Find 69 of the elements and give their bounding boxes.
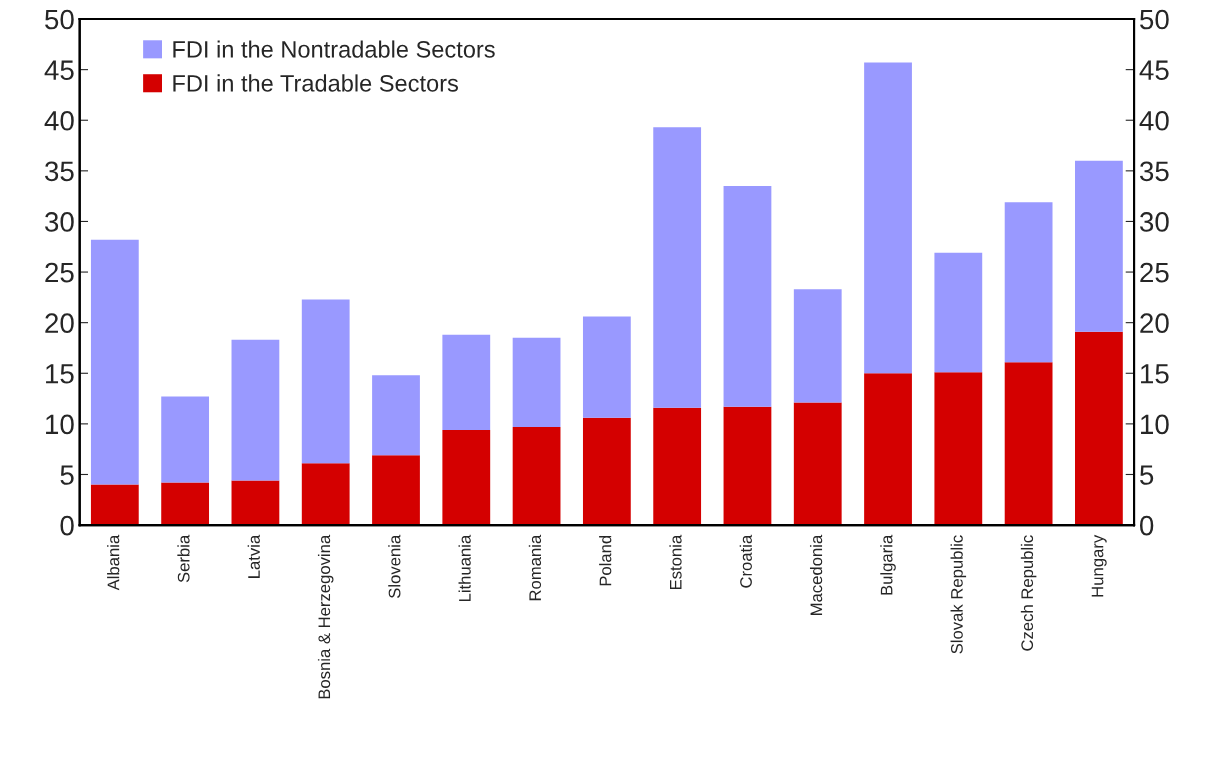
y-tick-label: 45 <box>44 60 74 80</box>
bar <box>582 417 631 526</box>
y2-tick-label: 35 <box>1139 161 1169 182</box>
bar <box>372 455 420 526</box>
y-tick-label: 5 <box>60 465 74 485</box>
y-tick-label: 35 <box>44 161 74 182</box>
bar <box>231 480 280 526</box>
bar <box>1004 202 1053 363</box>
y2-tick-label: 30 <box>1139 212 1169 232</box>
x-tick-label: Estonia <box>669 534 682 590</box>
y-tick-label: 15 <box>46 364 74 384</box>
y-tick-label: 20 <box>45 313 74 333</box>
legend-label: FDI in the Tradable Sectors <box>173 74 458 92</box>
bar <box>1075 160 1123 332</box>
x-tick-label: Slovenia <box>388 534 401 598</box>
y-tick-label: 30 <box>44 212 74 232</box>
y2-tick-label: 40 <box>1139 110 1169 131</box>
x-tick-label: Lithuania <box>458 534 471 602</box>
bar <box>161 482 210 526</box>
x-tick-label: Hungary <box>1091 534 1107 597</box>
y-tick-label: 50 <box>45 9 74 30</box>
x-tick-label: Slovak Republic <box>950 535 967 654</box>
bar <box>864 62 912 374</box>
y2-tick-label: 45 <box>1139 60 1169 80</box>
y-tick-label: 0 <box>60 515 74 536</box>
y2-tick-label: 15 <box>1141 364 1169 384</box>
bar <box>1004 362 1053 526</box>
x-tick-label: Serbia <box>177 534 190 583</box>
x-tick-label: Poland <box>599 535 612 586</box>
bar <box>372 375 420 456</box>
x-tick-label: Albania <box>107 534 120 591</box>
bar <box>864 373 912 526</box>
bar <box>653 127 702 408</box>
bar <box>512 337 561 427</box>
y-tick-label: 25 <box>45 262 74 283</box>
bar <box>934 372 983 526</box>
y2-tick-label: 50 <box>1140 9 1169 30</box>
bar <box>161 396 210 483</box>
bar <box>231 339 280 481</box>
bar <box>934 252 983 373</box>
bar <box>301 299 350 464</box>
bar <box>301 463 350 526</box>
x-tick-label: Macedonia <box>809 534 823 615</box>
y2-tick-label: 0 <box>1140 515 1154 536</box>
bar <box>723 406 772 526</box>
legend-label: FDI in the Nontradable Sectors <box>173 40 495 58</box>
x-tick-label: Croatia <box>739 534 752 588</box>
x-tick-label: Romania <box>528 534 542 601</box>
bar <box>1075 331 1123 526</box>
y2-tick-label: 5 <box>1140 465 1154 485</box>
bar <box>723 186 772 407</box>
bar <box>442 334 491 430</box>
x-tick-label: Bulgaria <box>880 534 896 595</box>
bar <box>793 289 842 403</box>
bar <box>653 407 702 526</box>
x-tick-label: Latvia <box>247 534 260 578</box>
y-tick-label: 10 <box>46 414 74 435</box>
y2-tick-label: 25 <box>1140 262 1169 283</box>
bar <box>512 426 561 526</box>
y2-tick-label: 20 <box>1140 313 1169 333</box>
x-tick-label: Czech Republic <box>1020 535 1037 651</box>
y-tick-label: 40 <box>44 110 74 131</box>
bar <box>442 429 491 526</box>
bar <box>90 239 139 485</box>
y2-tick-label: 10 <box>1141 414 1169 435</box>
bar <box>90 484 139 526</box>
x-tick-label: Bosnia & Herzegovina <box>317 534 334 699</box>
bar <box>793 402 842 526</box>
bar <box>582 316 631 418</box>
